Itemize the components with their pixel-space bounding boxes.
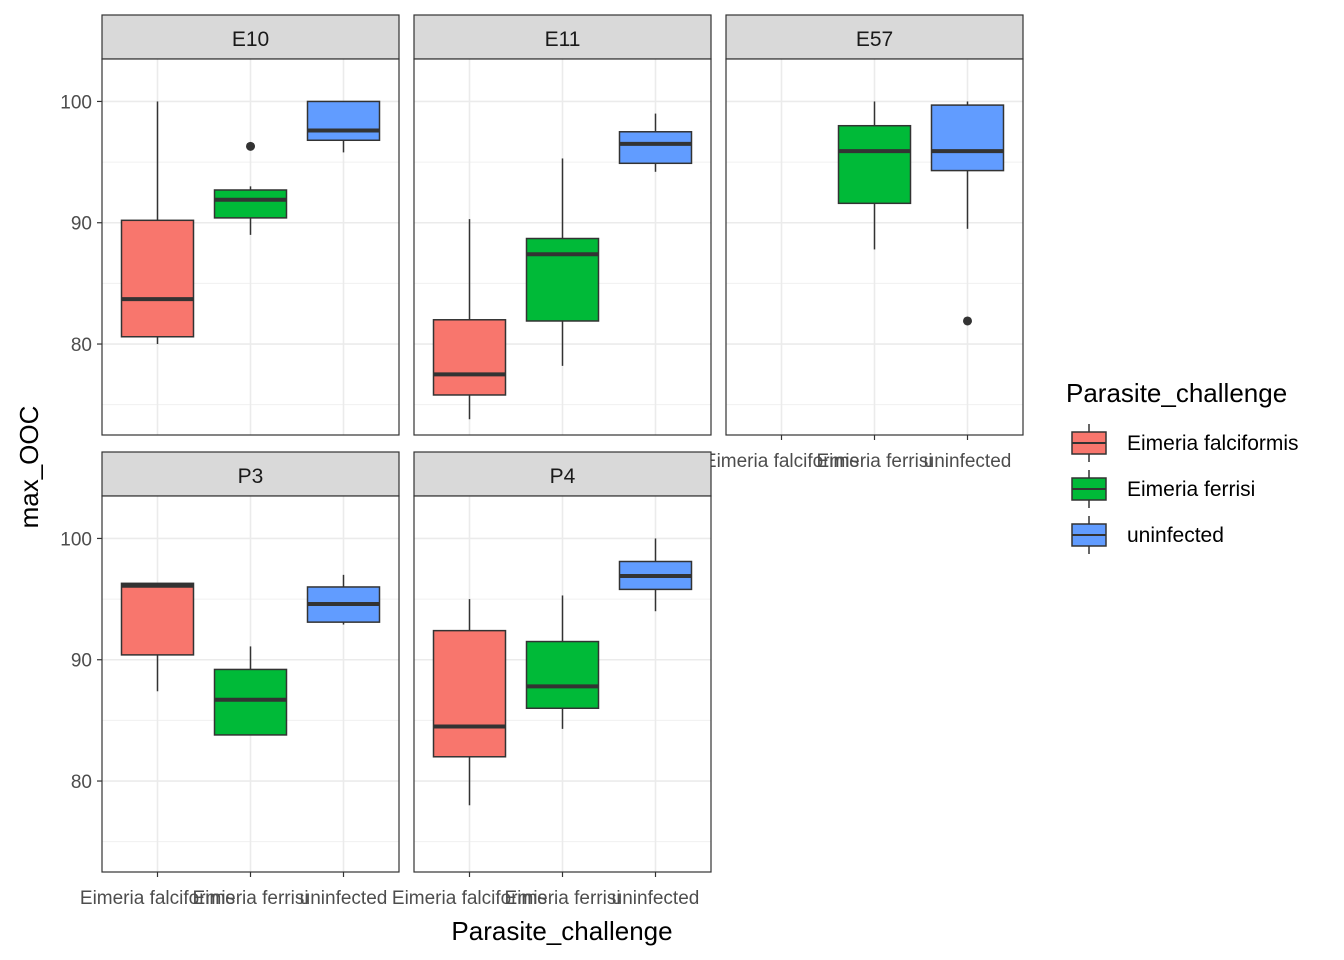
x-tick-label: Eimeria ferrisi: [816, 451, 932, 472]
legend-title: Parasite_challenge: [1066, 378, 1287, 408]
facet-strip: [101, 451, 400, 497]
box-body: [618, 131, 693, 165]
legend-entry-eimeria-falciformis: Eimeria falciformis: [1071, 424, 1299, 462]
facet-panel-E11: E11: [413, 14, 712, 436]
x-tick-label: uninfected: [924, 451, 1012, 472]
box-body: [120, 582, 195, 656]
x-tick-label: uninfected: [612, 888, 700, 909]
box-body: [120, 219, 195, 338]
x-tick-label: Eimeria falciformis: [80, 888, 235, 909]
box-body: [432, 319, 507, 396]
box-body: [525, 237, 600, 322]
legend-entry-uninfected: uninfected: [1071, 516, 1224, 554]
y-tick-label: 80: [71, 335, 92, 356]
box-body: [525, 640, 600, 710]
x-tick-label: uninfected: [300, 888, 388, 909]
panel-border: [101, 58, 400, 436]
outlier-point: [246, 141, 255, 151]
x-tick-label: Eimeria ferrisi: [192, 888, 308, 909]
box-eimeria-ferrisi: [525, 595, 600, 729]
legend-entry-eimeria-ferrisi: Eimeria ferrisi: [1071, 470, 1255, 508]
facet-strip: [413, 451, 712, 497]
box-eimeria-ferrisi: [213, 141, 288, 235]
x-axis-title: Parasite_challenge: [451, 916, 672, 946]
box-uninfected: [618, 113, 693, 172]
box-eimeria-ferrisi: [837, 101, 912, 250]
box-eimeria-falciformis: [120, 101, 195, 345]
box-body: [213, 668, 288, 736]
facet-strip-label: P4: [550, 465, 576, 488]
y-tick-label: 100: [60, 529, 92, 550]
box-body: [930, 104, 1005, 172]
box-eimeria-ferrisi: [525, 158, 600, 366]
legend-label: Eimeria ferrisi: [1127, 478, 1255, 501]
box-uninfected: [306, 100, 381, 153]
facet-strip: [725, 14, 1024, 60]
facet-strip-label: E57: [856, 28, 893, 51]
box-uninfected: [618, 538, 693, 612]
box-uninfected: [930, 101, 1005, 326]
facet-strip-label: P3: [238, 465, 264, 488]
box-eimeria-falciformis: [432, 219, 507, 420]
facet-strip-label: E10: [232, 28, 269, 51]
legend: Parasite_challenge Eimeria falciformis Ei…: [1066, 378, 1299, 554]
y-tick-label: 80: [71, 772, 92, 793]
legend-label: Eimeria falciformis: [1127, 432, 1299, 455]
facet-strip: [413, 14, 712, 60]
box-uninfected: [306, 574, 381, 625]
y-tick-label: 90: [71, 651, 92, 672]
box-eimeria-falciformis: [432, 599, 507, 806]
box-body: [837, 124, 912, 205]
box-eimeria-falciformis: [120, 582, 195, 692]
x-tick-label: Eimeria ferrisi: [504, 888, 620, 909]
box-body: [306, 100, 381, 142]
box-eimeria-ferrisi: [213, 646, 288, 736]
box-body: [432, 629, 507, 758]
y-tick-label: 100: [60, 92, 92, 113]
legend-label: uninfected: [1127, 524, 1224, 547]
y-axis-title: max_OOC: [14, 406, 44, 529]
facet-strip: [101, 14, 400, 60]
outlier-point: [963, 316, 972, 326]
x-tick-label: Eimeria falciformis: [704, 451, 859, 472]
facet-strip-label: E11: [545, 28, 581, 51]
x-tick-label: Eimeria falciformis: [392, 888, 547, 909]
y-tick-label: 90: [71, 214, 92, 235]
box-body: [213, 189, 288, 219]
panel-border: [413, 58, 712, 436]
facet-panel-E10: E10 80 90 100: [60, 14, 400, 436]
